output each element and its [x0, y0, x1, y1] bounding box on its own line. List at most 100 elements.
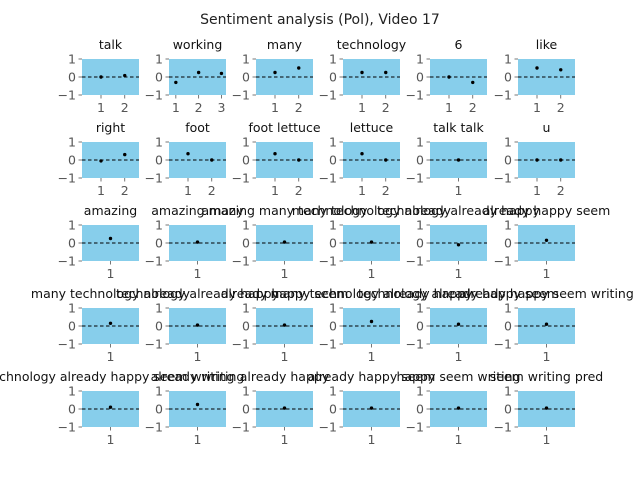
data-point	[535, 158, 539, 162]
data-point	[471, 80, 475, 85]
data-point	[219, 71, 224, 76]
y-tick-label: 0	[416, 153, 424, 168]
y-tick-label: 1	[242, 135, 250, 150]
y-tick-label: 0	[504, 153, 512, 168]
x-tick-label: 2	[295, 183, 303, 198]
y-tick-label: −1	[406, 420, 424, 435]
y-tick-label: −1	[58, 171, 76, 186]
y-tick-label: 1	[416, 384, 424, 399]
y-tick-label: −1	[494, 420, 512, 435]
data-point	[108, 321, 113, 325]
panel-title: talk	[99, 37, 123, 52]
y-tick-label: 0	[242, 402, 250, 417]
panel: 1 0 −1 1 2 u	[494, 120, 575, 198]
x-tick-label: 1	[194, 266, 202, 281]
y-tick-label: −1	[232, 337, 250, 352]
data-point	[544, 322, 549, 326]
panel-title: happy seem writing	[397, 369, 521, 384]
panel: 1 0 −1 1 2 many	[232, 37, 313, 115]
y-tick-label: 0	[416, 402, 424, 417]
y-tick-label: −1	[145, 254, 163, 269]
x-tick-label: 1	[184, 183, 192, 198]
data-point	[282, 240, 287, 244]
y-tick-label: −1	[319, 88, 337, 103]
y-tick-label: 1	[329, 52, 337, 67]
y-tick-label: 0	[155, 153, 163, 168]
y-tick-label: −1	[145, 88, 163, 103]
data-point	[174, 80, 178, 85]
data-point	[186, 152, 190, 156]
y-tick-label: −1	[145, 420, 163, 435]
data-point	[108, 236, 113, 241]
panel-title: many technology already	[31, 286, 191, 301]
y-tick-label: 0	[155, 319, 163, 334]
data-point	[282, 323, 287, 327]
y-tick-label: 0	[242, 319, 250, 334]
y-tick-label: 0	[504, 402, 512, 417]
y-tick-label: −1	[58, 420, 76, 435]
y-tick-label: −1	[232, 420, 250, 435]
y-tick-label: −1	[232, 254, 250, 269]
x-tick-label: 1	[107, 349, 115, 364]
panel-title: lettuce	[350, 120, 394, 135]
data-point	[360, 70, 364, 75]
panel-title: technology already happy seem	[358, 286, 559, 301]
y-tick-label: 1	[68, 52, 76, 67]
data-point	[123, 152, 127, 157]
x-tick-label: 1	[358, 100, 366, 115]
x-tick-label: 1	[271, 100, 279, 115]
y-tick-label: 1	[329, 384, 337, 399]
chart-title: Sentiment analysis (Pol), Video 17	[200, 12, 440, 28]
data-point	[384, 158, 388, 162]
panel-title: technology already happy	[377, 203, 540, 218]
y-tick-label: −1	[319, 171, 337, 186]
data-point	[447, 75, 451, 79]
x-tick-label: 1	[281, 349, 289, 364]
y-tick-label: 0	[504, 70, 512, 85]
y-tick-label: 0	[416, 236, 424, 251]
y-tick-label: 0	[68, 236, 76, 251]
data-point	[195, 402, 200, 407]
y-tick-label: −1	[319, 254, 337, 269]
y-tick-label: 0	[242, 153, 250, 168]
x-tick-label: 2	[208, 183, 216, 198]
y-tick-label: −1	[494, 337, 512, 352]
panel: 1 0 −1 1 2 lettuce	[319, 120, 400, 198]
y-tick-label: 1	[504, 135, 512, 150]
panel-title: foot lettuce	[248, 120, 320, 135]
x-tick-label: 2	[295, 100, 303, 115]
data-point	[369, 319, 374, 324]
y-tick-label: 0	[329, 402, 337, 417]
y-tick-label: 1	[155, 301, 163, 316]
y-tick-label: 0	[155, 70, 163, 85]
x-tick-label: 2	[557, 183, 565, 198]
data-point	[369, 406, 374, 410]
x-tick-label: 2	[121, 183, 129, 198]
data-point	[559, 158, 563, 162]
x-tick-label: 1	[281, 432, 289, 447]
y-tick-label: 0	[68, 70, 76, 85]
y-tick-label: −1	[232, 171, 250, 186]
panel-title: technology already happy seem writing	[0, 369, 234, 384]
panel-title: amazing	[84, 203, 137, 218]
data-point	[456, 243, 461, 247]
y-tick-label: −1	[406, 88, 424, 103]
y-tick-label: 1	[68, 384, 76, 399]
x-tick-label: 1	[533, 183, 541, 198]
y-tick-label: 0	[504, 236, 512, 251]
y-tick-label: 0	[329, 236, 337, 251]
data-point	[544, 238, 549, 242]
data-point	[297, 66, 301, 70]
x-tick-label: 2	[469, 100, 477, 115]
panel-title: right	[96, 120, 125, 135]
